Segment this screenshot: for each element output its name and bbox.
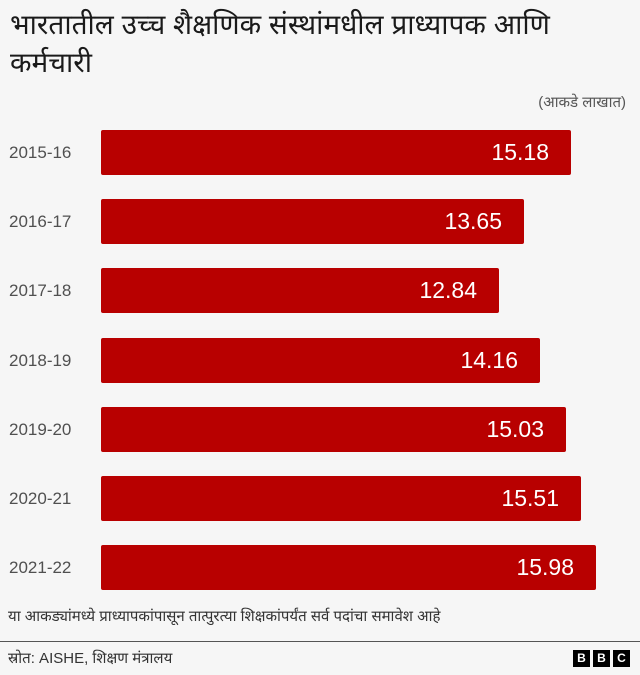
bar: 13.65 — [101, 199, 524, 244]
bar: 15.98 — [101, 545, 596, 590]
bbc-logo-letter: B — [593, 650, 610, 667]
bar-row: 2021-22 15.98 — [0, 545, 640, 590]
bar-value: 15.98 — [516, 554, 574, 580]
category-label: 2017-18 — [9, 281, 72, 300]
bar: 14.16 — [101, 338, 540, 383]
bar-row: 2020-21 15.51 — [0, 476, 640, 521]
bar-value: 14.16 — [460, 347, 518, 373]
category-label: 2021-22 — [9, 558, 72, 577]
bbc-logo-letter: B — [573, 650, 590, 667]
category-label: 2018-19 — [9, 351, 72, 370]
bar: 15.18 — [101, 130, 571, 175]
bar-value: 12.84 — [419, 277, 477, 303]
bar-value: 15.51 — [501, 485, 559, 511]
category-label: 2019-20 — [9, 420, 72, 439]
chart-title: भारतातील उच्च शैक्षणिक संस्थांमधील प्राध… — [10, 9, 550, 78]
bar-value: 15.18 — [491, 139, 549, 165]
bar-row: 2019-20 15.03 — [0, 407, 640, 452]
bar-row: 2015-16 15.18 — [0, 130, 640, 175]
bar: 15.03 — [101, 407, 566, 452]
bbc-logo-letter: C — [613, 650, 630, 667]
divider — [0, 641, 640, 642]
bbc-logo: B B C — [573, 650, 630, 667]
bar: 15.51 — [101, 476, 581, 521]
bar-row: 2016-17 13.65 — [0, 199, 640, 244]
bar-value: 15.03 — [486, 416, 544, 442]
footnote: या आकड्यांमध्ये प्राध्यापकांपासून तात्पु… — [8, 608, 441, 625]
bar-value: 13.65 — [444, 208, 502, 234]
bar-row: 2018-19 14.16 — [0, 338, 640, 383]
bar-row: 2017-18 12.84 — [0, 268, 640, 313]
category-label: 2015-16 — [9, 143, 72, 162]
category-label: 2020-21 — [9, 489, 72, 508]
unit-note: (आकडे लाखात) — [538, 94, 626, 111]
source-text: स्रोत: AISHE, शिक्षण मंत्रालय — [8, 650, 173, 667]
bar: 12.84 — [101, 268, 499, 313]
category-label: 2016-17 — [9, 212, 72, 231]
